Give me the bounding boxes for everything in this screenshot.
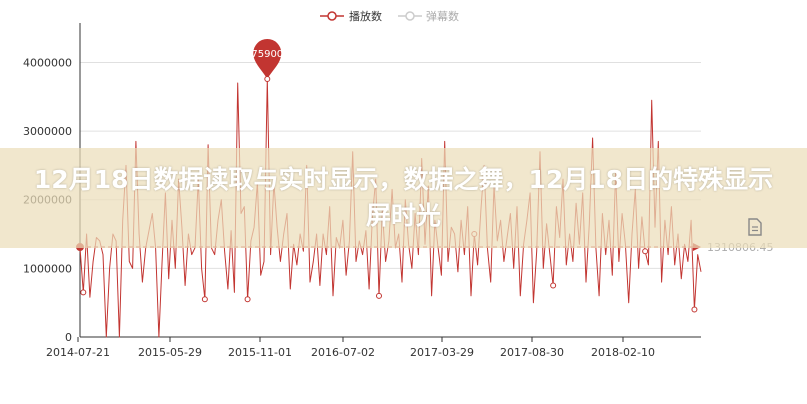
data-point[interactable] (376, 292, 382, 299)
legend: 播放数 弹幕数 (320, 9, 459, 23)
max-markpoint: 3759000 (245, 38, 290, 82)
data-view-icon[interactable] (748, 218, 762, 236)
max-data-point (264, 75, 271, 82)
y-tick-label: 3000000 (23, 125, 72, 138)
legend-label-play: 播放数 (349, 9, 382, 23)
max-markpoint-label: 3759000 (245, 49, 290, 60)
legend-marker-danmaku (405, 11, 415, 21)
max-markpoint-pin[interactable]: 3759000 (245, 38, 290, 82)
x-tick-label: 2015-11-01 (228, 346, 292, 359)
pin-shape (253, 38, 282, 79)
x-tick-label: 2015-05-29 (138, 346, 202, 359)
x-tick-label: 2017-08-30 (500, 346, 564, 359)
data-point[interactable] (691, 306, 698, 313)
y-tick-label: 4000000 (23, 56, 72, 69)
legend-marker-play (327, 11, 337, 21)
legend-item-play[interactable]: 播放数 (320, 9, 382, 23)
y-tick-label: 0 (65, 331, 72, 344)
data-point[interactable] (201, 296, 208, 303)
overlay-banner: 12月18日数据读取与实时显示，数据之舞，12月18日的特殊显示屏时光 (0, 148, 807, 248)
data-point[interactable] (550, 282, 557, 289)
y-tick-label: 1000000 (23, 262, 72, 275)
x-tick-label: 2018-02-10 (591, 346, 655, 359)
data-point[interactable] (642, 248, 649, 255)
legend-label-danmaku: 弹幕数 (426, 9, 459, 23)
x-tick-label: 2016-07-02 (311, 346, 375, 359)
banner-title: 12月18日数据读取与实时显示，数据之舞，12月18日的特殊显示屏时光 (33, 165, 774, 230)
data-point[interactable] (244, 296, 251, 303)
x-tick-label: 2017-03-29 (410, 346, 474, 359)
legend-item-danmaku[interactable]: 弹幕数 (398, 9, 459, 23)
data-point[interactable] (80, 289, 87, 296)
x-tick-label: 2014-07-21 (46, 346, 110, 359)
